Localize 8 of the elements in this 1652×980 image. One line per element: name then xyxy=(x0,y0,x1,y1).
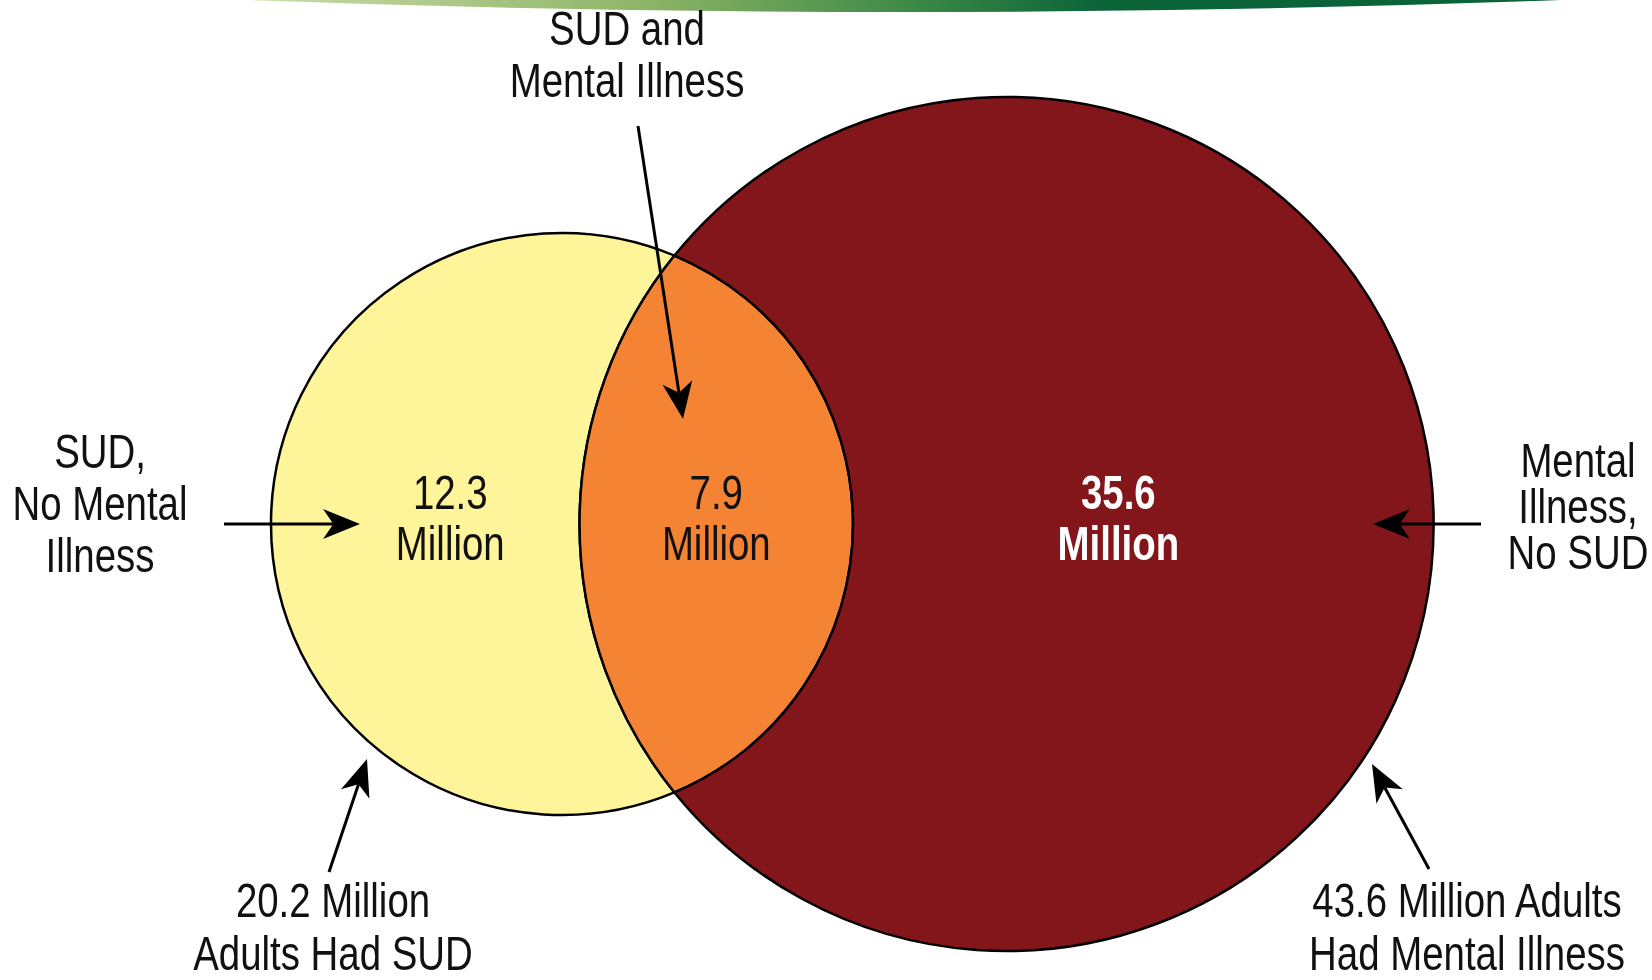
data-label: 7.9 Million xyxy=(661,465,771,570)
text: 20.2 Million Adults Had SUD xyxy=(193,873,473,980)
category-label: SUD and Mental Illness xyxy=(509,1,745,107)
text: 43.6 Million Adults Had Mental Illness xyxy=(1309,873,1625,980)
data-label: 35.6 Million xyxy=(1057,465,1180,570)
data-label: 12.3 Million xyxy=(395,465,505,570)
category-label: SUD, No Mental Illness xyxy=(12,424,188,582)
category-label: Mental Illness, No SUD xyxy=(1507,433,1649,579)
